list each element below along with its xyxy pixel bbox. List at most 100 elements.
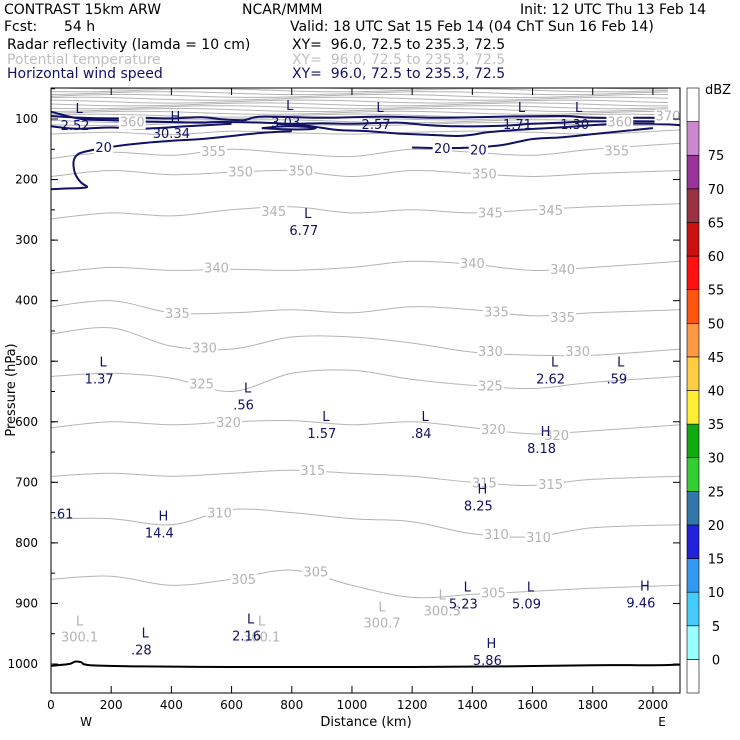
plot-area <box>51 88 680 693</box>
y-tick-label: 800 <box>15 536 38 550</box>
theta-label: 320 <box>216 416 241 431</box>
theta-surface-value: 300.1 <box>243 631 280 646</box>
wind-low-marker: L <box>518 101 526 116</box>
contour-label-bg <box>537 478 564 493</box>
colorbar-swatch <box>686 625 700 660</box>
y-tick-label: 500 <box>15 354 38 368</box>
theta-label: 335 <box>165 307 190 322</box>
wind-extremum-value: 3.03 <box>271 116 300 131</box>
wind-extremum-value: 30.34 <box>153 127 190 142</box>
y-axis-label: Pressure (hPa) <box>4 343 19 436</box>
y-tick-label: 700 <box>15 475 38 489</box>
colorbar-label: 35 <box>708 418 725 433</box>
wind-low-marker: L <box>304 207 312 222</box>
theta-contour-310 <box>50 508 681 538</box>
contour-label-bg <box>476 379 504 394</box>
x-tick-label: 1000 <box>337 698 368 712</box>
theta-label: 330 <box>192 341 217 356</box>
contour-label-bg <box>302 565 330 580</box>
theta-contour-360 <box>50 129 681 136</box>
theta-contour-325 <box>50 369 681 393</box>
wind-contour-20 <box>50 122 232 130</box>
wind-low-marker: L <box>322 410 330 425</box>
theta-label: 320 <box>481 423 506 438</box>
wind-edge-value: .61 <box>53 508 74 523</box>
x-tick-label: 400 <box>160 698 183 712</box>
stratosphere-isentrope <box>50 107 669 112</box>
wind-extremum-value: 6.77 <box>289 224 318 239</box>
theta-label: 320 <box>544 429 569 444</box>
contour-label-bg <box>299 464 327 479</box>
theta-low-marker: L <box>76 615 84 630</box>
theta-contour-350 <box>50 169 681 178</box>
theta-label: 305 <box>481 587 506 602</box>
colorbar-label: 0 <box>712 653 720 668</box>
org-label: NCAR/MMM <box>242 2 323 18</box>
colorbar-swatch <box>686 322 700 358</box>
stratosphere-isentrope <box>50 121 669 127</box>
contour-label-bg <box>476 206 504 221</box>
model-title: CONTRAST 15km ARW <box>4 2 162 18</box>
colorbar-label: 25 <box>708 485 725 500</box>
theta-contour-305 <box>50 569 681 599</box>
theta-label: 360 <box>607 115 632 130</box>
theta-surface-value: 300.1 <box>61 631 98 646</box>
colorbar-label: 65 <box>708 216 725 231</box>
stratosphere-isentrope <box>50 102 668 107</box>
stratosphere-isentrope <box>50 96 669 101</box>
terrain-surface <box>50 660 681 669</box>
colorbar-swatch <box>686 423 700 459</box>
contour-label-bg <box>549 263 577 278</box>
theta-label: 315 <box>300 464 325 479</box>
wind-extremum-value: 5.86 <box>473 654 502 669</box>
contour-label-bg <box>188 377 215 392</box>
contour-label-bg <box>458 257 486 272</box>
colorbar-label: 70 <box>708 183 725 198</box>
forecast-label: Fcst: <box>4 19 38 35</box>
theta-label: 335 <box>484 306 509 321</box>
colorbar-swatch <box>686 188 700 223</box>
wind-label: 20 <box>434 142 451 157</box>
theta-label: 330 <box>565 345 590 360</box>
contour-label-bg <box>564 344 592 359</box>
colorbar-label: 75 <box>708 149 725 164</box>
wind-extremum-value: .59 <box>606 372 627 387</box>
colorbar-label: 15 <box>708 553 725 568</box>
wind-low-marker: L <box>575 101 583 116</box>
init-time: Init: 12 UTC Thu 13 Feb 14 <box>520 2 707 18</box>
field-theta-name: Potential temperature <box>7 52 161 68</box>
x-tick-label: 800 <box>280 698 303 712</box>
colorbar-label: 60 <box>708 250 725 265</box>
theta-label: 355 <box>604 144 629 159</box>
theta-label: 305 <box>303 565 328 580</box>
theta-low-marker: L <box>258 615 266 630</box>
theta-low-marker: L <box>378 601 386 616</box>
forecast-hours: 54 h <box>64 19 96 35</box>
wind-extremum-value: 5.23 <box>449 598 478 613</box>
contour-label-bg <box>483 527 510 542</box>
wind-extremum-value: 1.37 <box>85 372 114 387</box>
stratosphere-isentrope <box>50 88 669 93</box>
x-axis-label: Distance (km) <box>320 715 411 730</box>
theta-label: 325 <box>478 379 503 394</box>
stratosphere-isentrope <box>50 105 669 110</box>
contour-label-bg <box>200 145 227 160</box>
theta-label: 340 <box>460 257 485 272</box>
x-tick-label: 1600 <box>517 698 548 712</box>
contour-label-bg <box>525 530 552 545</box>
theta-label: 345 <box>261 205 286 220</box>
colorbar-label: 5 <box>712 620 720 635</box>
wind-low-marker: L <box>100 355 108 370</box>
colorbar-swatch <box>686 659 700 694</box>
x-tick-label: 0 <box>47 698 55 712</box>
stratosphere-isentrope <box>50 91 669 96</box>
y-tick-label: 200 <box>15 173 38 187</box>
wind-extremum-value: 8.25 <box>464 499 493 514</box>
wind-extremum-value: 2.57 <box>362 118 391 133</box>
wind-low-marker: L <box>142 627 150 642</box>
theta-label: 305 <box>231 573 256 588</box>
contour-label-bg <box>164 306 191 321</box>
wind-low-marker: L <box>376 101 384 116</box>
x-tick-label: 1400 <box>457 698 488 712</box>
